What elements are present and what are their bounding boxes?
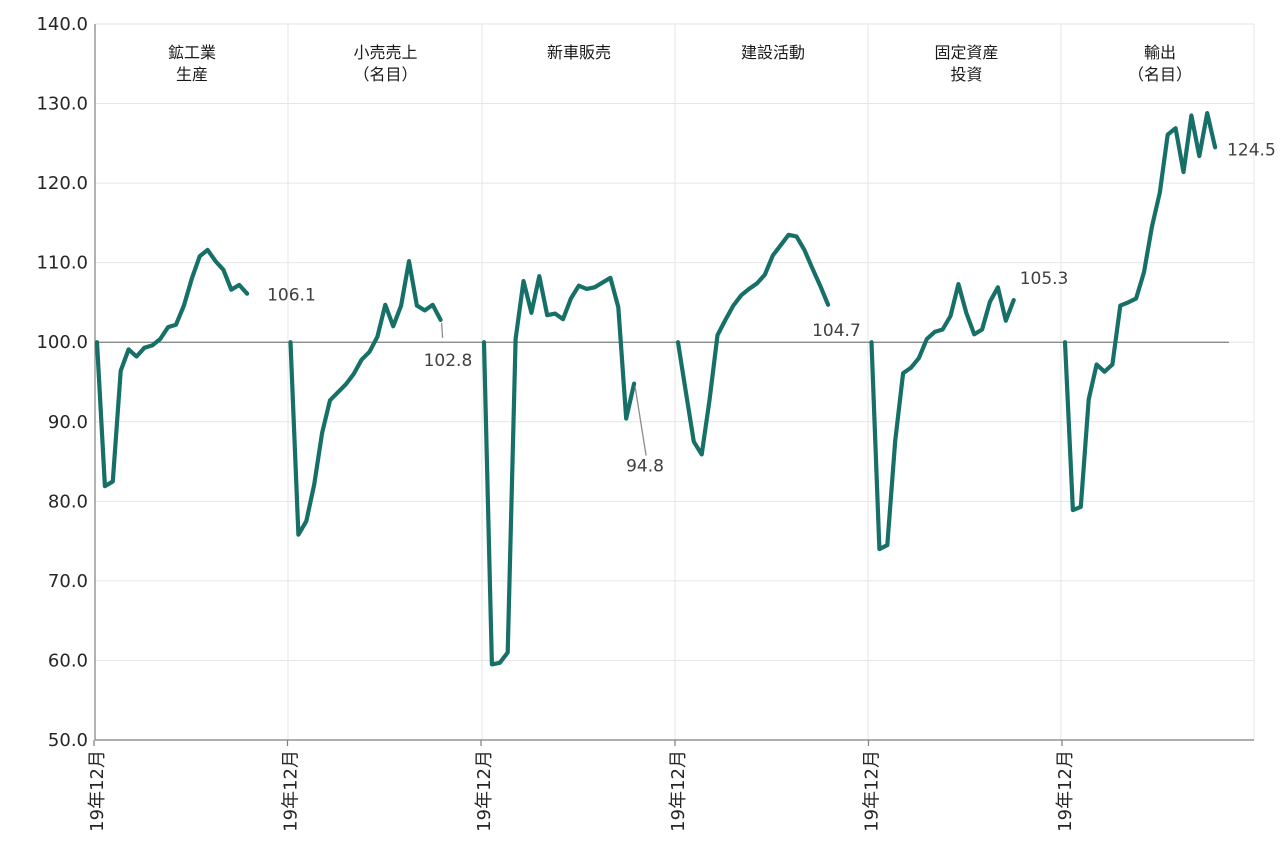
series-line-panel-2	[288, 259, 443, 537]
x-tick-label: 19年12月	[1055, 750, 1076, 832]
end-label-leader	[634, 386, 647, 456]
panel-title: （名目）	[353, 65, 417, 84]
series-line-panel-3	[481, 274, 637, 667]
y-tick-label: 60.0	[48, 650, 88, 671]
series-line-panel-1	[94, 247, 250, 489]
x-tick-label: 19年12月	[862, 750, 883, 832]
end-value-label: 104.7	[812, 321, 861, 341]
end-value-label: 105.3	[1020, 269, 1069, 289]
axes	[93, 24, 1254, 746]
series-line-panel-5	[869, 282, 1016, 552]
series-line-panel-4	[675, 232, 831, 457]
y-tick-label: 50.0	[48, 730, 88, 751]
panel-title: 鉱工業	[168, 43, 216, 62]
y-tick-label: 90.0	[48, 412, 88, 433]
panel-title: （名目）	[1128, 65, 1192, 84]
panel-title: 輸出	[1144, 43, 1176, 62]
y-tick-label: 140.0	[36, 14, 88, 35]
panel-title: 新車販売	[547, 43, 611, 62]
gridlines	[95, 23, 1255, 740]
y-tick-label: 120.0	[36, 173, 88, 194]
panel-title: 小売売上	[353, 43, 417, 62]
y-tick-label: 110.0	[36, 253, 88, 274]
panel-title: 建設活動	[741, 43, 805, 62]
panel-title: 固定資産	[934, 43, 998, 62]
x-tick-label: 19年12月	[474, 750, 495, 832]
series-line-panel-6	[1062, 111, 1218, 513]
end-value-label: 102.8	[424, 351, 473, 371]
series-lines	[94, 111, 1218, 667]
y-tick-label: 80.0	[48, 491, 88, 512]
y-tick-label: 70.0	[48, 571, 88, 592]
panel-title: 生産	[176, 65, 208, 84]
end-value-label: 124.5	[1227, 140, 1276, 160]
x-tick-label: 19年12月	[281, 750, 302, 832]
end-value-label: 94.8	[626, 457, 664, 477]
x-tick-label: 19年12月	[668, 750, 689, 832]
y-tick-label: 130.0	[36, 94, 88, 115]
x-tick-label: 19年12月	[87, 750, 108, 832]
end-value-label: 106.1	[267, 286, 316, 306]
panel-title: 投資	[950, 65, 982, 84]
labels: 50.0 60.0 70.0 80.0 90.0 100.0 110.0 120.0 130.0…	[36, 14, 1275, 832]
end-label-leader	[440, 322, 444, 338]
y-tick-label: 100.0	[36, 332, 88, 353]
